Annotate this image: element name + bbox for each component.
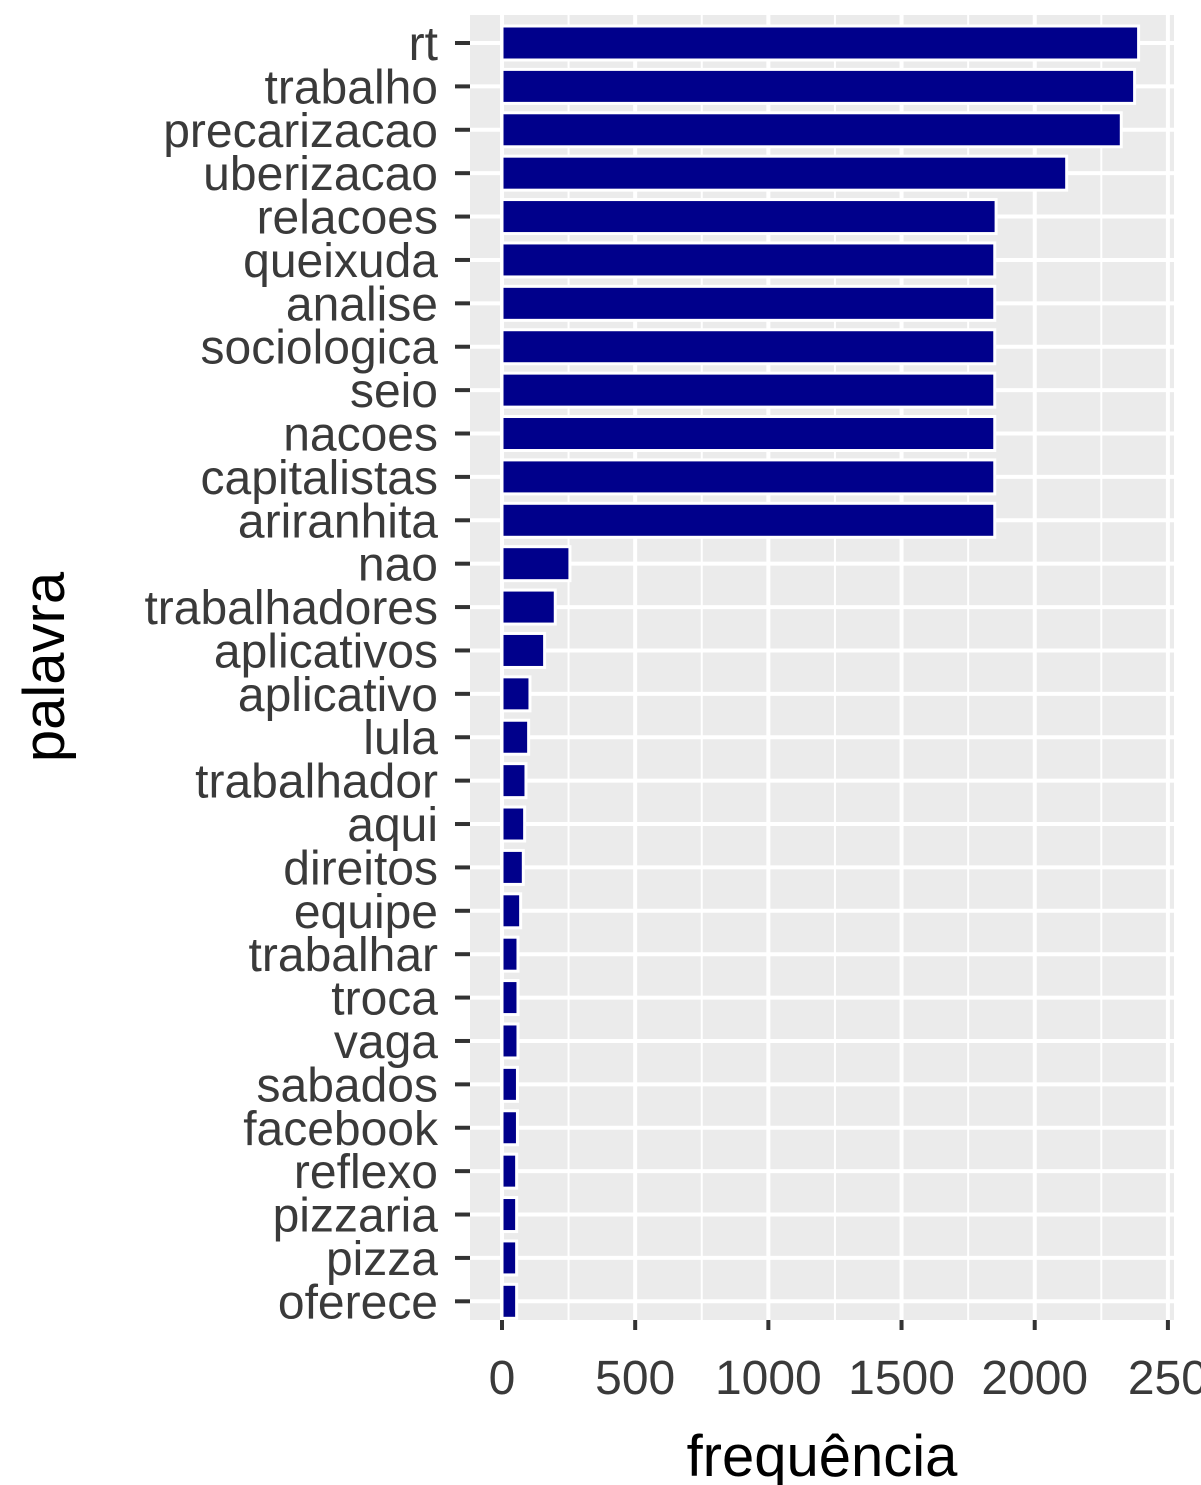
- bar: [500, 415, 997, 453]
- x-tick-label: 1500: [848, 1352, 955, 1405]
- bar: [500, 67, 1137, 105]
- x-tick-label: 500: [595, 1352, 675, 1405]
- y-tick-label: aqui: [347, 799, 438, 852]
- y-tick-label: troca: [331, 973, 438, 1026]
- bar: [500, 371, 997, 409]
- y-tick-label: ariranhita: [238, 495, 438, 548]
- bar: [500, 241, 997, 279]
- y-tick-label: seio: [350, 365, 438, 418]
- bar: [500, 892, 523, 930]
- bar: [500, 718, 531, 756]
- x-tick-label: 2000: [981, 1352, 1088, 1405]
- bar: [500, 198, 998, 236]
- bar: [500, 1239, 519, 1277]
- bar: [500, 848, 525, 886]
- y-tick-label: rt: [409, 18, 438, 71]
- bar: [500, 1152, 519, 1190]
- bar: [500, 805, 527, 843]
- x-axis-title: frequência: [687, 1424, 959, 1485]
- y-tick-label: aplicativos: [214, 625, 438, 678]
- bar: [500, 501, 997, 539]
- x-tick-label: 250: [1128, 1352, 1201, 1405]
- y-tick-label: aplicativo: [238, 669, 438, 722]
- bar: [500, 979, 520, 1017]
- bar: [500, 545, 572, 583]
- bar: [500, 762, 528, 800]
- bar: [500, 1065, 519, 1103]
- y-tick-label: queixuda: [243, 235, 438, 288]
- y-tick-label: nao: [358, 539, 438, 592]
- bar: [500, 1282, 519, 1320]
- y-axis-title: palavra: [12, 571, 77, 762]
- bar: [500, 935, 520, 973]
- bar: [500, 588, 557, 626]
- y-tick-label: trabalhadores: [144, 582, 438, 635]
- x-tick-label: 1000: [715, 1352, 822, 1405]
- y-tick-label: trabalhar: [249, 929, 438, 982]
- bar: [500, 1022, 520, 1060]
- y-tick-label: precarizacao: [163, 105, 438, 158]
- y-tick-label: facebook: [243, 1103, 439, 1156]
- y-axis-ticks: [455, 41, 470, 1304]
- y-tick-label: nacoes: [283, 409, 438, 462]
- bar: [500, 631, 547, 669]
- bar: [500, 328, 997, 366]
- y-tick-label: capitalistas: [201, 452, 438, 505]
- bar: [500, 1109, 519, 1147]
- y-tick-label: direitos: [283, 842, 438, 895]
- bar: [500, 154, 1069, 192]
- y-tick-label: trabalho: [265, 61, 438, 114]
- x-axis-ticks: [500, 1320, 1170, 1330]
- y-tick-label: analise: [286, 278, 438, 331]
- y-tick-label: vaga: [334, 1016, 438, 1069]
- bar: [500, 111, 1123, 149]
- bar: [500, 24, 1141, 62]
- y-tick-label: pizza: [326, 1233, 438, 1286]
- bar: [500, 675, 532, 713]
- bar: [500, 284, 997, 322]
- y-tick-label: trabalhador: [195, 756, 438, 809]
- y-tick-label: reflexo: [294, 1146, 438, 1199]
- y-tick-label: pizzaria: [273, 1190, 439, 1243]
- y-tick-label: oferece: [278, 1276, 438, 1329]
- bars: [500, 24, 1141, 1320]
- bar: [500, 458, 997, 496]
- y-axis-labels: rttrabalhoprecarizacaouberizacaorelacoes…: [144, 18, 439, 1329]
- x-tick-label: 0: [489, 1352, 516, 1405]
- y-tick-label: lula: [363, 712, 438, 765]
- y-tick-label: equipe: [294, 886, 438, 939]
- bar: [500, 1196, 519, 1234]
- y-tick-label: sabados: [257, 1059, 438, 1112]
- y-tick-label: uberizacao: [203, 148, 438, 201]
- y-tick-label: sociologica: [201, 322, 439, 375]
- x-axis-labels: 0 500 1000 1500 2000 250: [489, 1352, 1201, 1405]
- y-tick-label: relacoes: [257, 192, 438, 245]
